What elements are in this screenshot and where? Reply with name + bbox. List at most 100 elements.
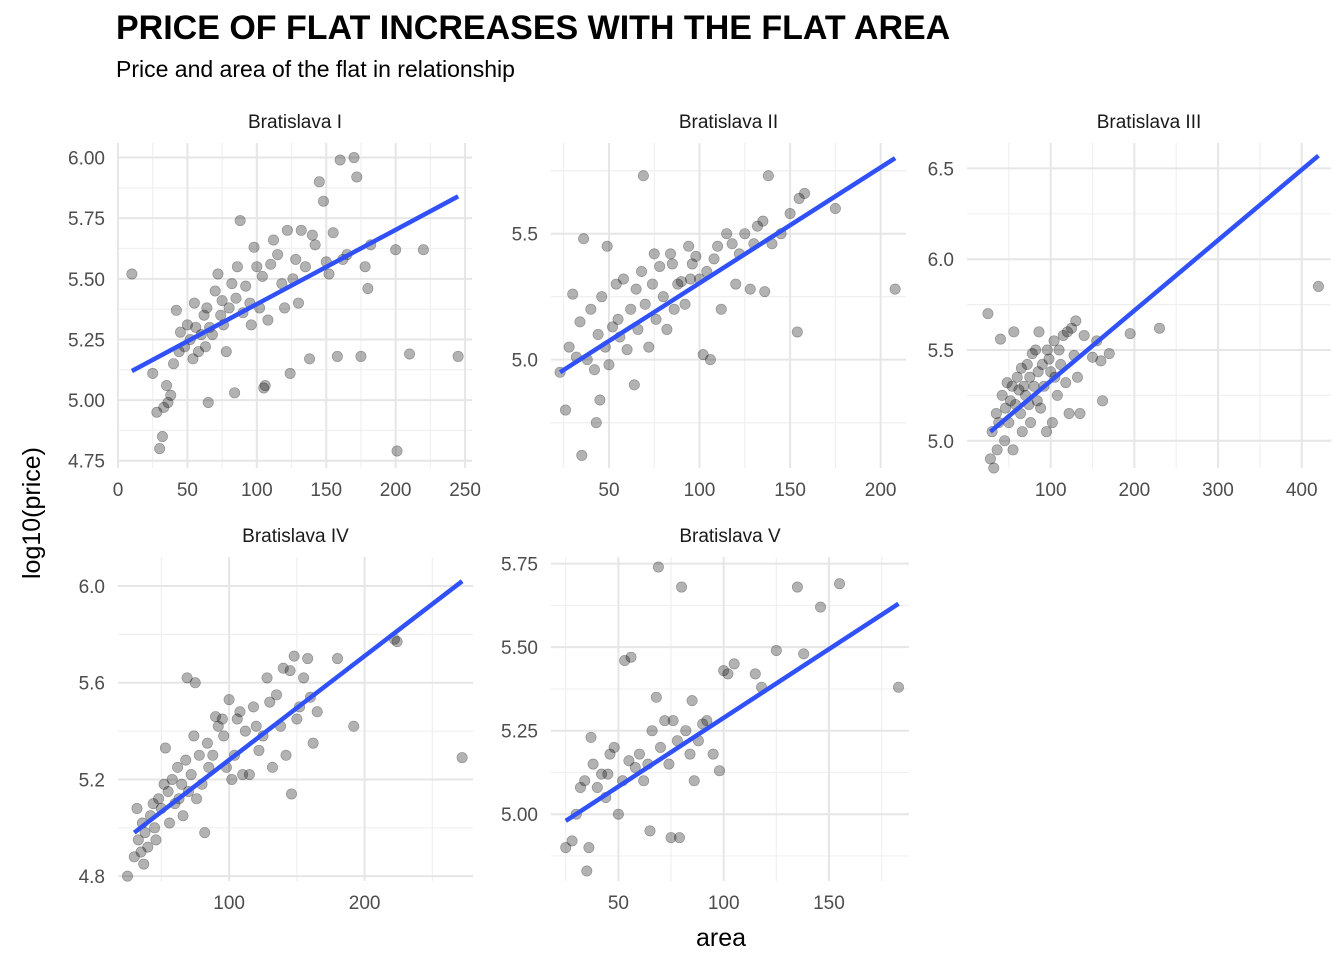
x-tick-label: 0 <box>113 480 124 501</box>
data-point <box>189 677 201 689</box>
x-tick-label: 50 <box>608 893 629 914</box>
data-point <box>121 870 133 882</box>
data-point <box>170 304 182 316</box>
y-tick-label: 5.5 <box>512 225 538 246</box>
panel-strip-label: Bratislava V <box>679 526 781 547</box>
x-tick-label: 200 <box>1119 480 1151 501</box>
data-point <box>313 176 325 188</box>
data-point <box>264 696 276 708</box>
data-point <box>142 841 154 853</box>
data-point <box>574 781 586 793</box>
y-tick-label: 5.75 <box>68 209 105 230</box>
x-tick-label: 150 <box>774 480 806 501</box>
data-point <box>351 171 363 183</box>
data-point <box>739 228 751 240</box>
data-point <box>608 741 620 753</box>
data-point <box>646 278 658 290</box>
data-point <box>679 298 691 310</box>
data-point <box>223 302 235 314</box>
data-point <box>585 303 597 315</box>
data-point <box>234 706 246 718</box>
y-tick-label: 6.0 <box>928 250 954 271</box>
data-point <box>201 737 213 749</box>
data-point <box>644 825 656 837</box>
panel-strip-label: Bratislava II <box>679 112 778 133</box>
data-point <box>603 359 615 371</box>
x-tick-label: 200 <box>865 480 897 501</box>
data-point <box>147 798 159 810</box>
data-point <box>234 215 246 227</box>
data-point <box>198 309 210 321</box>
data-point <box>135 846 147 858</box>
y-tick-label: 5.5 <box>928 341 954 362</box>
y-tick-label: 4.8 <box>79 867 105 888</box>
data-point <box>730 278 742 290</box>
data-point <box>334 154 346 166</box>
panel-bratislava-iv: 100 200 4.8 5.2 5.6 6.0 Bratislava IV <box>79 526 473 914</box>
data-point <box>452 350 464 362</box>
data-point <box>355 350 367 362</box>
y-tick-label: 5.50 <box>501 638 538 659</box>
chart-subtitle: Price and area of the flat in relationsh… <box>116 56 515 82</box>
data-point <box>1015 362 1027 374</box>
data-point <box>191 793 203 805</box>
data-point <box>266 761 278 773</box>
data-point <box>231 261 243 273</box>
data-point <box>250 720 262 732</box>
data-point <box>150 834 162 846</box>
data-point <box>1070 315 1082 327</box>
data-point <box>147 367 159 379</box>
data-point <box>655 741 667 753</box>
data-point <box>306 229 318 241</box>
data-point <box>298 672 310 684</box>
data-point <box>770 645 782 657</box>
data-point <box>996 389 1008 401</box>
data-point <box>188 730 200 742</box>
panel-bratislava-i: 0 50 100 150 200 250 4.75 5.00 5.25 5.50 5.75 6.00 B… <box>68 112 481 501</box>
data-point <box>417 244 429 256</box>
data-point <box>231 713 243 725</box>
data-point <box>1007 444 1019 456</box>
data-point <box>563 341 575 353</box>
data-point <box>1040 426 1052 438</box>
data-point <box>684 748 696 760</box>
data-point <box>1024 371 1036 383</box>
data-point <box>712 240 724 252</box>
data-point <box>686 258 698 270</box>
data-point <box>1041 344 1053 356</box>
data-point <box>215 309 227 321</box>
data-point <box>683 240 695 252</box>
data-point <box>1016 426 1028 438</box>
data-point <box>253 744 265 756</box>
data-point <box>281 224 293 236</box>
panel-strip-label: Bratislava IV <box>242 526 349 547</box>
y-tick-label: 6.5 <box>928 159 954 180</box>
x-tick-label: 150 <box>813 893 845 914</box>
data-point <box>203 761 215 773</box>
data-point <box>284 367 296 379</box>
data-point <box>272 249 284 261</box>
data-point <box>226 773 238 785</box>
data-point <box>713 765 725 777</box>
data-point <box>259 380 271 392</box>
data-point <box>659 715 671 727</box>
y-tick-label: 4.75 <box>68 452 105 473</box>
y-tick-label: 5.0 <box>928 432 954 453</box>
x-tick-label: 200 <box>349 893 381 914</box>
x-tick-label: 200 <box>380 480 412 501</box>
data-point <box>701 715 713 727</box>
data-point <box>307 737 319 749</box>
data-point <box>784 208 796 220</box>
data-point <box>628 379 640 391</box>
data-point <box>348 720 360 732</box>
data-point <box>604 748 616 760</box>
regression-line <box>132 579 464 835</box>
x-tick-label: 100 <box>708 893 740 914</box>
data-point <box>288 650 300 662</box>
data-point <box>138 858 150 870</box>
data-point <box>1074 408 1086 420</box>
data-point <box>156 430 168 442</box>
data-point <box>239 725 251 737</box>
x-tick-label: 400 <box>1286 480 1318 501</box>
regression-line <box>988 153 1320 434</box>
